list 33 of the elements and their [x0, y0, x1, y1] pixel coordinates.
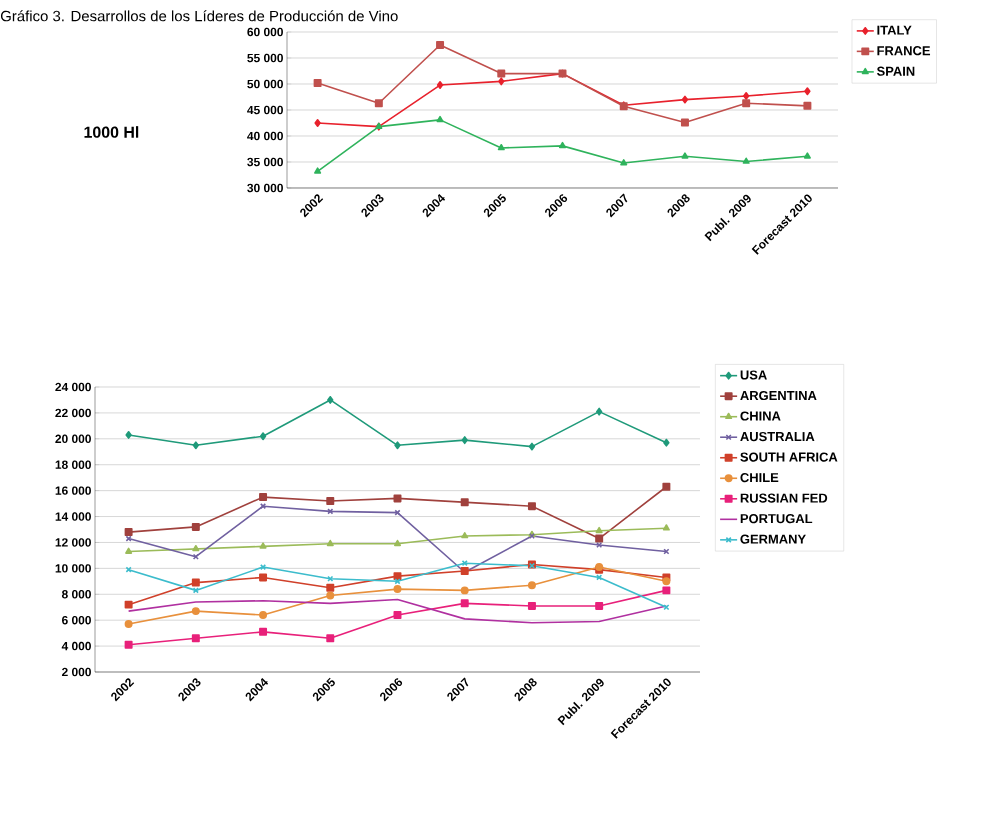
y-axis-title: 1000 Hl — [84, 126, 139, 138]
legend-label: CHINA — [740, 411, 781, 421]
y-tick-label: 18 000 — [55, 460, 91, 469]
y-tick-label: 2 000 — [61, 667, 91, 677]
y-tick-label: 12 000 — [55, 538, 91, 547]
chart-title: Gráfico 3. Desarrollos de los Líderes de Producción de Vino — [0, 10, 398, 22]
y-tick-label: 24 000 — [55, 382, 91, 392]
y-tick-label: 6 000 — [62, 615, 91, 625]
y-tick-label: 35 000 — [247, 157, 283, 167]
legend-label: AUSTRALIA — [740, 431, 815, 442]
y-tick-label: 40 000 — [247, 131, 283, 141]
y-tick-label: 30 000 — [247, 183, 283, 193]
y-tick-label: 45 000 — [247, 105, 283, 115]
legend-label: RUSSIAN FED — [740, 493, 828, 503]
legend-label: PORTUGAL — [740, 514, 813, 524]
y-tick-label: 50 000 — [247, 79, 283, 89]
y-tick-label: 20 000 — [55, 434, 91, 444]
y-tick-label: 14 000 — [55, 512, 91, 521]
legend-label: SOUTH AFRICA — [740, 452, 838, 462]
y-tick-label: 16 000 — [55, 486, 91, 495]
legend-label: CHILE — [740, 473, 779, 483]
y-tick-label: 22 000 — [55, 408, 91, 418]
y-tick-label: 60 000 — [247, 27, 283, 37]
legend-label: GERMANY — [740, 534, 806, 544]
legend-label: SPAIN — [876, 66, 915, 76]
legend-label: FRANCE — [877, 46, 931, 56]
legend-label: ARGENTINA — [740, 390, 817, 401]
y-tick-label: 55 000 — [247, 53, 283, 63]
legend-label: USA — [740, 370, 767, 380]
y-tick-label: 4 000 — [61, 641, 91, 651]
y-tick-label: 8 000 — [61, 590, 91, 599]
legend-label: ITALY — [877, 25, 912, 35]
y-tick-label: 10 000 — [55, 564, 91, 573]
